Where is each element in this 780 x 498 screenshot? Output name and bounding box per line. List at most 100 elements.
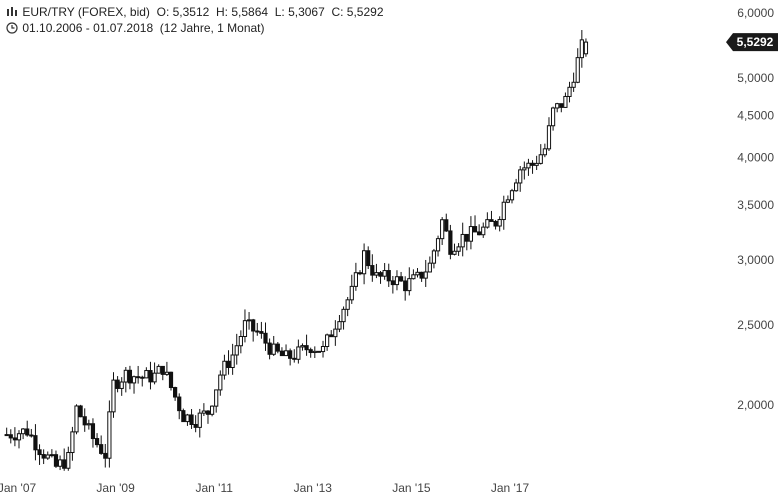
candle-body	[21, 428, 26, 435]
candle-body	[251, 319, 256, 332]
candle-body	[173, 387, 178, 398]
close-value: 5,5292	[346, 5, 384, 19]
candle-body	[398, 276, 404, 282]
candle-body	[559, 103, 564, 108]
candle-body	[452, 250, 457, 255]
candle-body	[407, 278, 412, 292]
candle-body	[386, 270, 391, 282]
candle-body	[403, 280, 408, 292]
candle-body	[279, 350, 285, 357]
candle-body	[464, 233, 469, 242]
candle-body	[514, 182, 519, 192]
candle-body	[99, 444, 104, 454]
candle-body	[563, 95, 568, 108]
symbol-header: EUR/TRY (FOREX, bid) O: 5,3512 H: 5,5864…	[6, 5, 384, 21]
candle-body	[140, 376, 145, 379]
candle-body	[246, 319, 252, 322]
candle-body	[29, 434, 34, 437]
candle-body	[86, 423, 91, 426]
y-tick-label: 3,5000	[737, 198, 774, 212]
candle-body	[345, 299, 350, 310]
candle-body	[214, 389, 219, 407]
candle-body	[41, 454, 46, 459]
last-value-badge	[726, 33, 778, 52]
candle-body	[103, 452, 108, 459]
candle-body	[37, 449, 42, 456]
candle-body	[242, 320, 248, 338]
close-label: C:	[331, 5, 344, 19]
candle-body	[205, 410, 211, 415]
candle-body	[542, 148, 547, 156]
candle-body	[16, 433, 22, 441]
symbol-title: EUR/TRY (FOREX, bid)	[22, 5, 150, 19]
candle-body	[177, 396, 182, 412]
candle-body	[575, 57, 580, 83]
candle-body	[181, 410, 186, 423]
candle-body	[378, 272, 383, 277]
candle-body	[460, 233, 465, 248]
candle-body	[25, 428, 30, 436]
candle-body	[312, 350, 317, 354]
candle-body	[160, 365, 165, 375]
candle-body	[123, 369, 128, 383]
last-value-label: 5,5292	[737, 35, 774, 49]
candle-body	[82, 416, 87, 426]
candle-body	[164, 371, 170, 375]
candle-body	[374, 272, 379, 276]
candle-body	[4, 434, 9, 437]
candle-body	[275, 343, 280, 352]
candle-body	[390, 280, 395, 286]
candle-body	[74, 405, 79, 433]
candle-body	[144, 370, 149, 379]
candle-body	[546, 125, 552, 150]
x-tick-label: Jan '11	[195, 481, 233, 495]
open-value: 5,3512	[172, 5, 210, 19]
candle-body	[111, 379, 116, 413]
candle-body	[501, 201, 506, 221]
candle-body	[353, 272, 358, 287]
candle-body	[201, 410, 206, 414]
candle-body	[62, 459, 67, 469]
candle-body	[230, 354, 235, 369]
candle-body	[579, 39, 584, 59]
candle-body	[493, 220, 498, 227]
candle-body	[131, 376, 137, 384]
candle-body	[222, 360, 227, 376]
candle-body	[300, 345, 305, 348]
candle-body	[481, 226, 486, 236]
candle-body	[304, 345, 309, 351]
candle-body	[197, 412, 202, 428]
candle-body	[423, 271, 428, 279]
candle-body	[94, 438, 100, 446]
candle-body	[538, 154, 543, 164]
x-tick-label: Jan '15	[392, 481, 431, 495]
range-header: 01.10.2006 - 01.07.2018 (12 Jahre, 1 Mon…	[6, 21, 265, 37]
candle-body	[571, 81, 576, 88]
candle-body	[53, 454, 59, 467]
chart-indicator-icon[interactable]	[6, 7, 19, 21]
candle-body	[485, 219, 490, 228]
clock-icon	[6, 22, 19, 37]
candle-body	[136, 376, 141, 379]
candle-body	[288, 350, 293, 359]
candle-body	[472, 226, 478, 233]
candle-body	[193, 423, 198, 428]
candle-body	[435, 238, 441, 252]
y-tick-label: 2,0000	[737, 398, 774, 412]
candle-body	[283, 350, 289, 357]
x-tick-label: Jan '17	[491, 481, 530, 495]
candle-body	[90, 423, 96, 440]
candle-body	[518, 169, 523, 184]
candle-body	[583, 41, 589, 55]
candle-body	[329, 334, 334, 338]
high-label: H:	[216, 5, 228, 19]
candle-body	[370, 265, 375, 276]
candle-body	[489, 219, 494, 222]
candle-body	[70, 431, 75, 454]
candle-body	[168, 371, 174, 389]
candle-body	[209, 405, 215, 415]
low-label: L:	[274, 5, 285, 19]
candle-body	[431, 250, 437, 264]
candle-body	[185, 414, 190, 423]
